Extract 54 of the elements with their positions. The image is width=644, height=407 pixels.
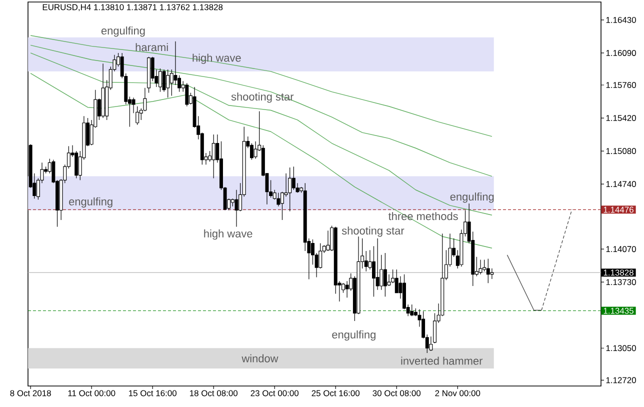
line-series [30, 44, 492, 177]
y-tick-label: 1.16090 [606, 50, 636, 56]
x-tick-label: 15 Oct 16:00 [128, 390, 176, 396]
ref-line-label: 1.13828 [604, 270, 634, 276]
candlestick [158, 68, 162, 92]
candlestick [166, 69, 170, 98]
candlestick [410, 304, 414, 316]
annotation: harami [136, 43, 168, 52]
candlestick [326, 230, 330, 252]
x-tick-label: 18 Oct 08:00 [190, 390, 238, 396]
y-tick-label: 1.13050 [606, 345, 636, 352]
candlestick [383, 252, 387, 297]
candlestick [250, 142, 254, 160]
x-tick-label: 11 Oct 00:00 [68, 390, 116, 396]
candlestick [212, 134, 216, 179]
annotation: engulfing [450, 192, 494, 203]
y-tick-label: 1.12720 [606, 377, 636, 384]
x-tick-label: 25 Oct 16:00 [312, 390, 360, 396]
annotation: engulfing [69, 197, 112, 208]
ref-line-label: 1.14476 [604, 206, 634, 213]
y-tick-label: 1.15420 [606, 115, 636, 122]
y-tick-label: 1.16430 [606, 16, 636, 23]
line-series [30, 73, 492, 248]
candlestick [486, 258, 490, 284]
x-tick-label: 30 Oct 08:00 [372, 390, 421, 396]
x-tick-label: 23 Oct 00:00 [250, 390, 299, 396]
candlestick [292, 166, 296, 190]
candlestick [482, 259, 486, 272]
candlestick [276, 192, 280, 207]
annotation: inverted hammer [401, 356, 483, 365]
y-tick-label: 1.15760 [606, 82, 636, 88]
ref-line-label: 1.13435 [604, 308, 634, 314]
candlestick [490, 268, 494, 280]
candlestick [376, 238, 380, 290]
y-tick-label: 1.14740 [606, 181, 636, 188]
x-tick-label: 2 Nov 00:00 [435, 390, 480, 396]
candlestick [174, 41, 178, 86]
candlestick [478, 259, 482, 275]
chart-title: EURUSD,H4 1.13810 1.13871 1.13762 1.13828 [42, 4, 223, 12]
candlestick [345, 280, 349, 298]
annotation: engulfing [101, 26, 145, 37]
candlestick [364, 250, 368, 272]
band-label: window [242, 354, 278, 362]
y-tick-label: 1.13730 [606, 279, 636, 286]
annotation: shooting star [342, 226, 404, 237]
x-tick-label: 8 Oct 2018 [10, 390, 51, 396]
annotation: high wave [204, 229, 252, 240]
y-tick-label: 1.15080 [606, 148, 636, 154]
candlestick [234, 190, 238, 228]
y-tick-label: 1.14070 [606, 246, 636, 252]
candlestick [185, 82, 189, 107]
line-series [30, 35, 492, 137]
annotation: engulfing [332, 330, 376, 341]
candlestick [288, 167, 292, 212]
